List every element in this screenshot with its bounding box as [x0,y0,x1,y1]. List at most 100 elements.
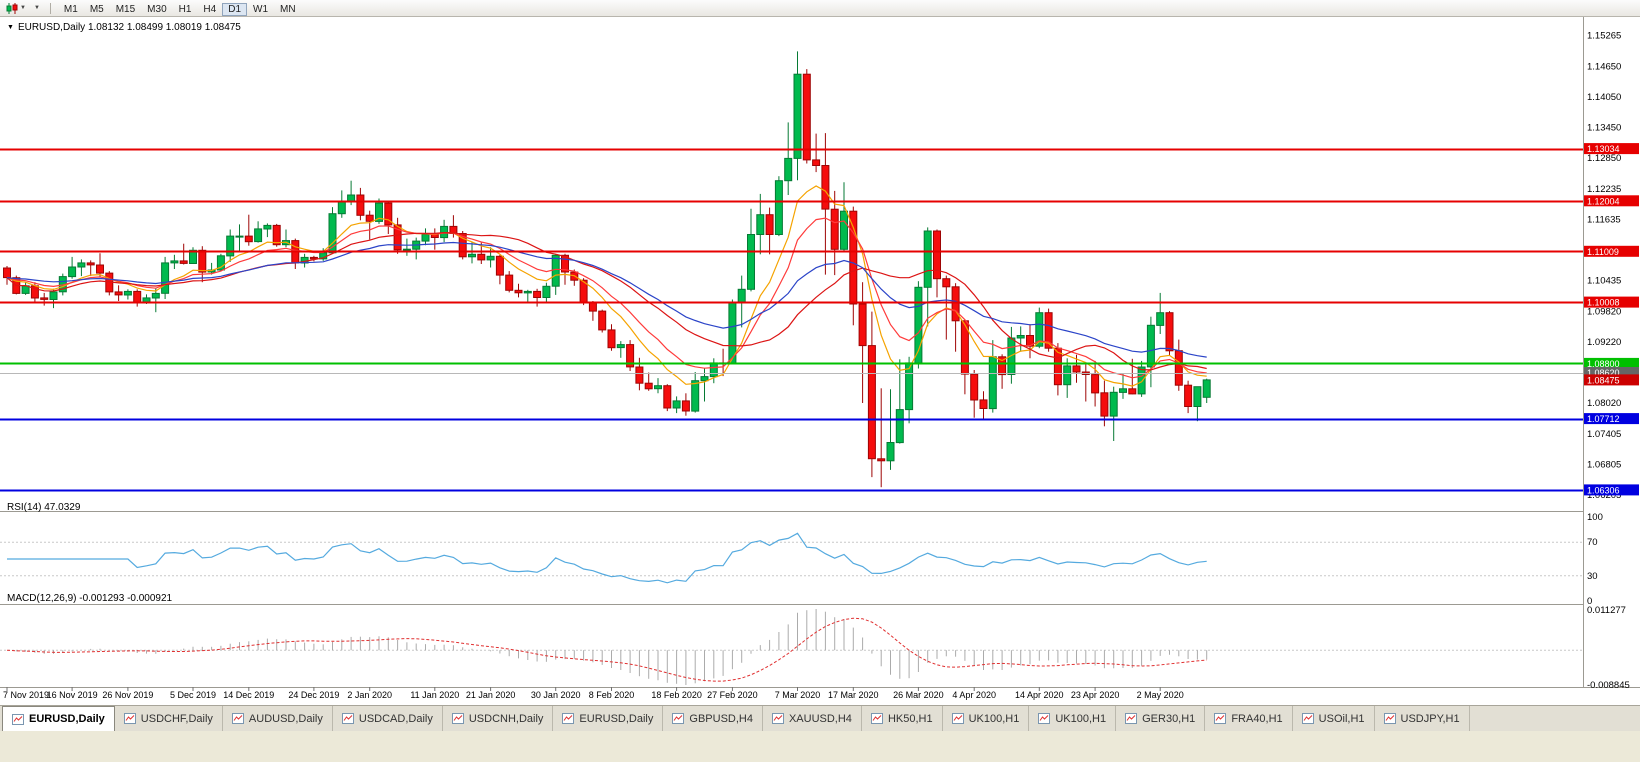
timeframe-button-d1[interactable]: D1 [222,3,248,16]
rsi-scale-label: 70 [1587,537,1598,548]
chart-tab[interactable]: USDJPY,H1 [1375,706,1470,731]
chart-tab-label: USDJPY,H1 [1400,712,1460,725]
chart-tab-label: UK100,H1 [968,712,1020,725]
expand-triangle-icon[interactable]: ▼ [7,24,14,31]
chart-tab-label: USDCNH,Daily [468,712,544,725]
chart-tab[interactable]: GER30,H1 [1116,706,1206,731]
chart-tab[interactable]: USDCHF,Daily [115,706,223,731]
chart-tab[interactable]: UK100,H1 [1029,706,1117,731]
chart-tab[interactable]: USDCNH,Daily [443,706,554,731]
chart-tab-label: USDCAD,Daily [358,712,433,725]
price-tick-label: 1.11635 [1587,215,1621,226]
chevron-down-icon: ▼ [33,4,40,11]
ma-line-sma21 [6,231,1207,371]
price-badge-label: 1.06306 [1587,485,1620,495]
price-tick-label: 1.15265 [1587,30,1621,41]
chart-tab-icon [1383,713,1396,724]
chart-tab[interactable]: AUDUSD,Daily [223,706,333,731]
chart-tab-icon [562,713,575,724]
timeframe-button-mn[interactable]: MN [280,4,296,15]
zoom-dropdown-button[interactable]: ▼ [31,1,43,16]
timeframe-button-h4[interactable]: H4 [203,4,217,15]
chart-tab[interactable]: USDCAD,Daily [333,706,443,731]
price-tick-label: 1.14650 [1587,62,1621,73]
chart-background [0,17,1640,705]
ma-line-ema13 [6,217,1207,379]
timeframe-toolbar: ▼ ▼ M1 M5 M15 M30 H1 H4 D1 W1 MN [0,0,1640,17]
date-tick-label: 14 Apr 2020 [1015,690,1064,700]
macd-indicator-label: MACD(12,26,9) -0.001293 -0.000921 [7,593,173,604]
price-badge [1584,484,1639,496]
date-tick-label: 7 Nov 2019 [3,690,49,700]
price-badge [1584,413,1639,425]
price-badge [1584,357,1639,369]
timeframe-buttons-group: M1 M5 M15 M30 H1 H4 D1 W1 MN [58,0,302,17]
price-badge [1584,245,1639,257]
rsi-scale-label: 30 [1587,571,1598,582]
price-axis: 1.15265 1.14650 1.14050 1.13450 1.12850 1.122… [1584,30,1639,691]
date-tick-label: 2 Jan 2020 [347,690,392,700]
date-tick-label: 24 Dec 2019 [288,690,339,700]
chart-tab-icon [12,713,24,725]
chart-type-dropdown-button[interactable]: ▼ [3,1,29,16]
timeframe-button-m5[interactable]: M5 [89,4,104,15]
date-tick-label: 17 Mar 2020 [828,690,879,700]
timeframe-button-m30[interactable]: M30 [147,4,167,15]
chart-tab-label: EURUSD,Daily [579,712,654,725]
date-tick-label: 27 Feb 2020 [707,690,758,700]
chart-tab[interactable]: UK100,H1 [943,706,1030,731]
candlestick-chart-icon [6,2,18,14]
price-badge-label: 1.08620 [1587,368,1620,378]
horizontal-lines-layer[interactable] [0,148,1583,492]
price-badge-label: 1.13034 [1587,144,1620,154]
chart-tab-icon [1214,713,1227,724]
price-badge-label: 1.10008 [1587,298,1620,308]
chart-tab-icon [951,713,964,724]
macd-scale-min-label: -0.008845 [1587,680,1630,691]
chart-tab[interactable]: GBPUSD,H4 [663,706,763,731]
chart-tab[interactable]: EURUSD,Daily [2,706,115,731]
date-tick-label: 7 Mar 2020 [775,690,821,700]
date-tick-label: 14 Dec 2019 [223,690,274,700]
chart-tab[interactable]: HK50,H1 [862,706,943,731]
chart-tab-icon [672,713,685,724]
price-tick-label: 1.14050 [1587,92,1621,103]
price-tick-label: 1.08020 [1587,398,1621,409]
rsi-scale-label: 100 [1587,512,1603,523]
timeframe-button-w1[interactable]: W1 [253,4,269,15]
chart-tab[interactable]: XAUUSD,H4 [763,706,862,731]
chart-tab[interactable]: EURUSD,Daily [553,706,664,731]
timeframe-button-h1[interactable]: H1 [178,4,192,15]
chart-tab-icon [341,713,354,724]
date-tick-label: 26 Nov 2019 [102,690,153,700]
chart-tab-icon [1125,713,1138,724]
chart-tab[interactable]: FRA40,H1 [1205,706,1293,731]
chart-tab-icon [231,713,244,724]
price-tick-label: 1.09820 [1587,307,1621,318]
chart-tab-label: GBPUSD,H4 [689,712,753,725]
panel-separators[interactable] [0,17,1640,688]
chart-tab-bar: EURUSD,Daily USDCHF,Daily AUDUSD,Daily USDC… [0,705,1640,731]
chart-tab-label: UK100,H1 [1055,712,1107,725]
price-badge [1584,374,1639,386]
ohlc-text: EURUSD,Daily 1.08132 1.08499 1.08019 1.0… [17,22,241,33]
price-tick-label: 1.07405 [1587,429,1621,440]
chart-tab-icon [451,713,464,724]
price-tick-label: 1.10435 [1587,275,1621,286]
chart-tab-label: AUDUSD,Daily [248,712,323,725]
price-tick-label: 1.13450 [1587,123,1621,134]
price-tick-label: 1.09220 [1587,337,1621,348]
chart-canvas[interactable]: 1.15265 1.14650 1.14050 1.13450 1.12850 1.122… [0,17,1640,705]
date-tick-label: 11 Jan 2020 [410,690,459,700]
chart-tab[interactable]: USOil,H1 [1293,706,1375,731]
price-badge-label: 1.08800 [1587,359,1620,369]
toolbar-separator [49,2,51,14]
chart-tab-label: GER30,H1 [1142,712,1196,725]
timeframe-button-m1[interactable]: M1 [63,4,78,15]
price-badge [1584,143,1639,155]
status-bar [0,731,1640,762]
chart-tab-icon [771,713,784,724]
price-tick-label: 1.06805 [1587,460,1621,471]
price-badge-label: 1.08475 [1587,375,1620,385]
timeframe-button-m15[interactable]: M15 [115,4,136,15]
